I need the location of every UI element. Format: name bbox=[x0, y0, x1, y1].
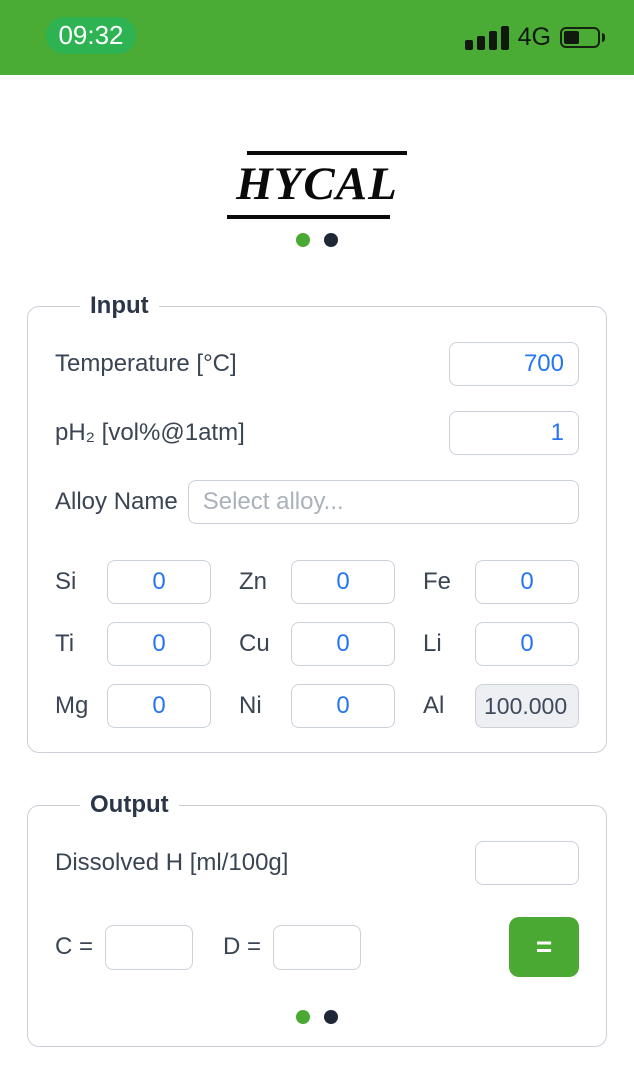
logo-text: HYCAL bbox=[236, 158, 398, 210]
status-time: 09:32 bbox=[46, 17, 136, 54]
battery-icon bbox=[560, 27, 600, 48]
output-section: Output Dissolved H [ml/100g] C = D = = bbox=[27, 791, 607, 1047]
dissolved-h-row: Dissolved H [ml/100g] bbox=[55, 841, 579, 885]
network-type-label: 4G bbox=[517, 23, 551, 51]
alloy-row: Alloy Name bbox=[55, 480, 579, 524]
dissolved-h-output[interactable] bbox=[475, 841, 579, 885]
output-page-dot-inactive[interactable] bbox=[324, 1010, 338, 1024]
cd-row: C = D = = bbox=[55, 917, 579, 977]
element-cell-si: Si bbox=[55, 560, 211, 604]
element-symbol-ti: Ti bbox=[55, 630, 75, 657]
element-input-ni[interactable] bbox=[291, 684, 395, 728]
output-section-legend: Output bbox=[90, 791, 169, 818]
element-input-zn[interactable] bbox=[291, 560, 395, 604]
battery-cap-icon bbox=[602, 33, 605, 42]
element-symbol-zn: Zn bbox=[239, 568, 268, 595]
logo-rule-bottom bbox=[226, 215, 390, 219]
d-output[interactable] bbox=[273, 924, 362, 970]
ph2-label: pH₂ [vol%@1atm] bbox=[55, 419, 245, 446]
dissolved-h-label: Dissolved H [ml/100g] bbox=[55, 849, 289, 876]
element-cell-mg: Mg bbox=[55, 684, 211, 728]
element-cell-cu: Cu bbox=[239, 622, 395, 666]
output-page-indicator bbox=[55, 1010, 579, 1024]
logo-rule-top bbox=[247, 151, 407, 155]
element-symbol-mg: Mg bbox=[55, 692, 89, 719]
ph2-row: pH₂ [vol%@1atm] bbox=[55, 411, 579, 455]
app-logo: HYCAL bbox=[0, 151, 634, 219]
input-section: Input Temperature [°C] pH₂ [vol%@1atm] A… bbox=[27, 292, 607, 753]
element-symbol-si: Si bbox=[55, 568, 77, 595]
ph2-input[interactable] bbox=[449, 411, 579, 455]
alloy-select-input[interactable] bbox=[187, 480, 579, 524]
temperature-input[interactable] bbox=[449, 342, 579, 386]
c-output[interactable] bbox=[105, 924, 194, 970]
temperature-label: Temperature [°C] bbox=[55, 350, 237, 377]
status-bar: 09:32 4G bbox=[0, 0, 634, 75]
element-cell-ni: Ni bbox=[239, 684, 395, 728]
output-page-dot-active[interactable] bbox=[296, 1010, 310, 1024]
element-cell-ti: Ti bbox=[55, 622, 211, 666]
element-input-cu[interactable] bbox=[291, 622, 395, 666]
c-label: C = bbox=[55, 933, 94, 960]
page-dot-active[interactable] bbox=[296, 233, 310, 247]
cellular-signal-icon bbox=[464, 25, 509, 50]
element-cell-al: Al bbox=[423, 684, 579, 728]
temperature-row: Temperature [°C] bbox=[55, 342, 579, 386]
element-grid: Si Zn Fe Ti Cu Li Mg Ni bbox=[55, 560, 579, 728]
d-label: D = bbox=[223, 933, 262, 960]
element-symbol-ni: Ni bbox=[239, 692, 262, 719]
element-cell-zn: Zn bbox=[239, 560, 395, 604]
element-input-mg[interactable] bbox=[107, 684, 211, 728]
element-cell-fe: Fe bbox=[423, 560, 579, 604]
element-input-fe[interactable] bbox=[475, 560, 579, 604]
page-dot-inactive[interactable] bbox=[324, 233, 338, 247]
element-symbol-li: Li bbox=[423, 630, 442, 657]
element-input-si[interactable] bbox=[107, 560, 211, 604]
element-symbol-al: Al bbox=[423, 692, 445, 719]
calculate-button[interactable]: = bbox=[509, 917, 579, 977]
element-input-al bbox=[475, 684, 579, 728]
element-input-li[interactable] bbox=[475, 622, 579, 666]
status-icons: 4G bbox=[464, 0, 605, 75]
element-symbol-cu: Cu bbox=[239, 630, 270, 657]
input-section-legend: Input bbox=[90, 292, 149, 319]
element-cell-li: Li bbox=[423, 622, 579, 666]
page-indicator bbox=[0, 233, 634, 247]
alloy-name-label: Alloy Name bbox=[55, 488, 178, 515]
element-input-ti[interactable] bbox=[107, 622, 211, 666]
element-symbol-fe: Fe bbox=[423, 568, 452, 595]
